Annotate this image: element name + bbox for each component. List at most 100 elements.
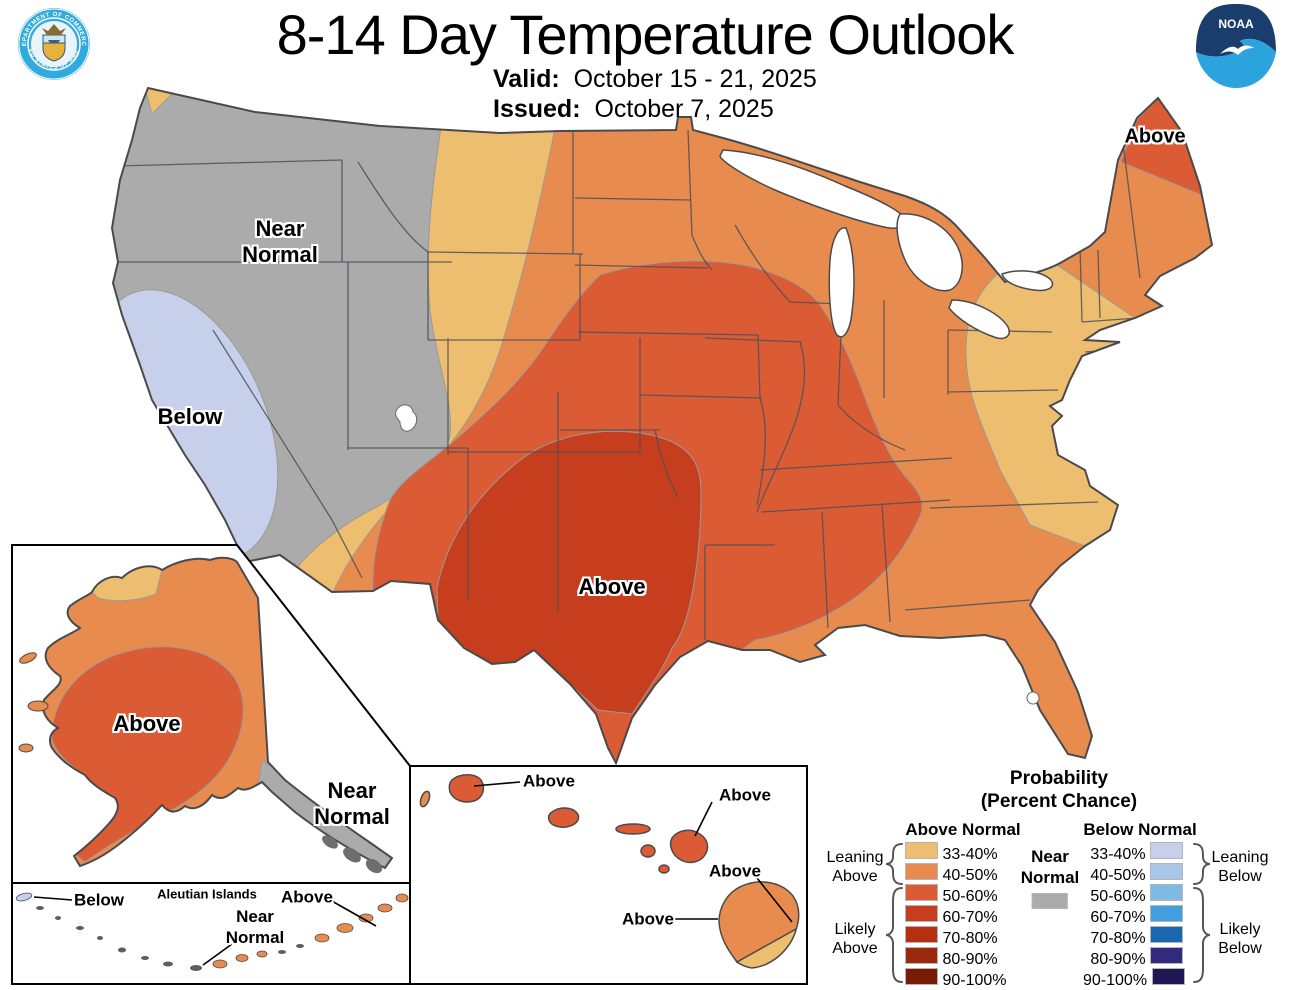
swatch-above-50-60 [905, 884, 938, 901]
swatch-below-40-50 [1150, 863, 1183, 880]
brace-likely-above [885, 887, 903, 983]
great-salt-lake [395, 404, 418, 432]
island-lanai [640, 844, 656, 858]
label-aleutian-above: Above [281, 887, 333, 907]
region-above-60-70 [436, 430, 702, 715]
brace-leaning-below [1193, 843, 1211, 885]
lake-erie [948, 299, 1010, 340]
doc-ship-icon [48, 40, 60, 43]
aleutian-pointer-lines [33, 896, 377, 966]
label-aleutian-below: Below [73, 890, 125, 910]
legend-title: Probability [1009, 768, 1109, 789]
legend-group-likely-above: Likely Above [832, 921, 878, 957]
probability-legend: Probability (Percent Chance) Above Norma… [826, 768, 1290, 990]
legend-row-below-60-70: 60-70% [1083, 905, 1183, 926]
island-maui [669, 829, 709, 864]
label-alaska-near-normal: Near Normal [314, 778, 390, 829]
legend-subtitle: (Percent Chance) [980, 791, 1138, 812]
legend-row-above-90-100: 90-100% [905, 968, 1007, 989]
label-conus-near-normal: Near Normal [242, 216, 318, 267]
island-oahu [547, 807, 580, 828]
seagull-icon [1220, 45, 1254, 55]
legend-above-header: Above Normal [905, 820, 1021, 839]
swatch-above-60-70 [905, 905, 938, 922]
swatch-below-60-70 [1150, 905, 1183, 922]
valid-label: Valid: [493, 65, 560, 93]
label-conus-below: Below [157, 404, 223, 429]
label-hawaii-above-bigisland-right: Above [709, 861, 761, 881]
lake-ontario [1001, 270, 1054, 292]
label-maine-above: Above [1124, 125, 1186, 148]
swatch-above-90-100 [905, 968, 938, 985]
label-aleutian-title: Aleutian Islands [157, 886, 257, 902]
noaa-logo-text: NOAA [1218, 17, 1254, 31]
lake-michigan [828, 227, 855, 338]
island-kauai [448, 774, 485, 803]
page-title: 8-14 Day Temperature Outlook [276, 3, 1015, 66]
brace-leaning-above [885, 843, 903, 885]
legend-group-leaning-below: Leaning Below [1211, 849, 1269, 885]
noaa-logo: NOAA [1194, 4, 1278, 88]
lake-okeechobee [1026, 691, 1040, 705]
legend-group-likely-below: Likely Below [1218, 921, 1262, 957]
hawaii-map [419, 774, 800, 969]
label-hawaii-above-maui: Above [719, 785, 771, 805]
legend-row-below-33-40: 33-40% [1083, 842, 1183, 863]
island-niihau [419, 790, 431, 808]
conus-outline [110, 86, 1214, 766]
island-molokai [615, 823, 651, 835]
legend-row-below-90-100: 90-100% [1083, 968, 1185, 989]
island-hawaii-33-40 [735, 927, 797, 969]
island-kahoolawe [658, 864, 670, 874]
swatch-above-33-40 [905, 842, 938, 859]
label-hawaii-above-kauai: Above [523, 771, 575, 791]
swatch-below-50-60 [1150, 884, 1183, 901]
legend-row-above-60-70: 60-70% [905, 905, 1007, 926]
legend-near-normal: Near Normal [1021, 846, 1079, 909]
state-borders [112, 128, 1141, 640]
legend-row-above-33-40: 33-40% [905, 842, 1007, 863]
date-block: Valid: October 15 - 21, 2025 Issued: Oct… [493, 64, 817, 124]
legend-below-header: Below Normal [1083, 820, 1197, 839]
issued-line: Issued: October 7, 2025 [493, 94, 817, 124]
legend-row-below-80-90: 80-90% [1083, 947, 1183, 968]
legend-row-above-50-60: 50-60% [905, 884, 1007, 905]
legend-row-above-70-80: 70-80% [905, 926, 1007, 947]
label-hawaii-above-bigisland-left: Above [622, 909, 674, 929]
legend-above-column: 33-40% 40-50% 50-60% 60-70% 70-80% 80-90… [905, 842, 1007, 989]
swatch-below-70-80 [1150, 926, 1183, 943]
label-conus-above: Above [578, 574, 646, 599]
brace-likely-below [1193, 887, 1211, 983]
issued-label: Issued: [493, 95, 581, 123]
hawaii-pointer-lines [473, 781, 793, 923]
noaa-logo-top [1196, 4, 1276, 57]
great-lakes [719, 149, 1054, 340]
legend-row-below-50-60: 50-60% [1083, 884, 1183, 905]
legend-row-below-40-50: 40-50% [1083, 863, 1183, 884]
alaska-panhandle-islands [322, 835, 383, 874]
swatch-below-33-40 [1150, 842, 1183, 859]
aleutian-islands-chain [15, 892, 409, 971]
legend-row-below-70-80: 70-80% [1083, 926, 1183, 947]
doc-eagle-icon [42, 24, 66, 35]
legend-group-leaning-above: Leaning Above [826, 849, 884, 885]
swatch-above-40-50 [905, 863, 938, 880]
valid-value: October 15 - 21, 2025 [573, 65, 817, 93]
swatch-near-normal [1031, 893, 1068, 909]
swatch-above-80-90 [905, 947, 938, 964]
swatch-above-70-80 [905, 926, 938, 943]
legend-below-column: 33-40% 40-50% 50-60% 60-70% 70-80% 80-90… [1083, 842, 1185, 989]
alaska-west-islands [18, 652, 49, 753]
legend-row-above-40-50: 40-50% [905, 863, 1007, 884]
swatch-below-80-90 [1150, 947, 1183, 964]
noaa-logo-bottom [1196, 38, 1276, 88]
valid-line: Valid: October 15 - 21, 2025 [493, 64, 817, 94]
swatch-below-90-100 [1151, 968, 1185, 985]
legend-row-above-80-90: 80-90% [905, 947, 1007, 968]
label-alaska-above: Above [113, 711, 181, 736]
issued-value: October 7, 2025 [594, 95, 774, 123]
label-aleutian-near-normal: Near Normal [225, 907, 285, 947]
